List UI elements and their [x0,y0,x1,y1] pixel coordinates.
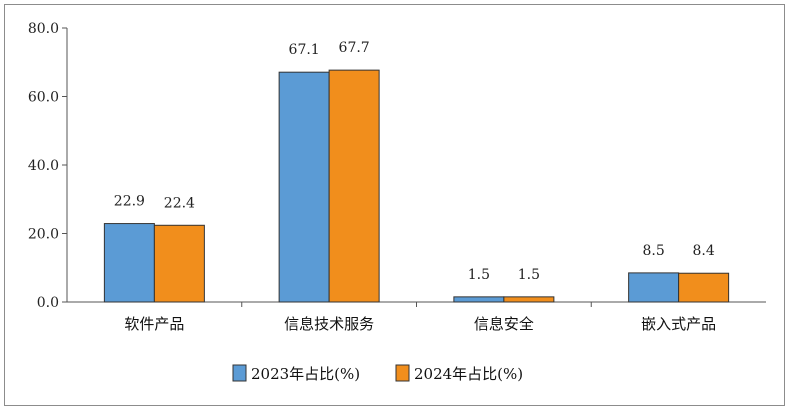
bar-series-1 [278,71,330,303]
y-tick-label: 20.0 [28,227,59,243]
bar-series-2 [678,272,730,303]
legend-swatch [232,364,247,382]
bar-data-label: 22.4 [164,195,195,211]
bar-data-label: 8.4 [692,243,714,259]
legend-swatch [395,364,410,382]
bar-data-label: 1.5 [518,267,540,283]
bar-series-2 [153,224,205,303]
bar-data-label: 67.1 [289,42,320,58]
y-tick-label: 60.0 [28,90,59,106]
chart-data-labels: 22.9 22.4 67.1 67.7 1.5 1.5 8.5 8.4 [114,40,715,283]
x-category-label: 信息安全 [474,315,534,333]
chart-frame [4,4,785,406]
bar-series-2 [503,296,555,303]
y-tick-label: 0.0 [37,295,59,311]
bar-series-1 [453,296,505,303]
bar-data-label: 1.5 [468,267,490,283]
bar-series-1 [628,272,680,303]
bar-series-2 [328,69,380,303]
chart-bars [103,69,730,303]
legend-label: 2023年占比(%) [251,365,360,383]
x-category-label: 嵌入式产品 [641,315,716,333]
bar-series-1 [103,223,155,303]
y-tick-label: 40.0 [28,158,59,174]
bar-data-label: 8.5 [642,243,664,259]
chart-legend: 2023年占比(%) 2024年占比(%) [232,364,523,383]
y-tick-label: 80.0 [28,21,59,37]
legend-label: 2024年占比(%) [414,365,523,383]
bar-data-label: 22.9 [114,194,145,210]
bar-data-label: 67.7 [339,40,370,56]
x-category-label: 软件产品 [124,315,184,333]
x-category-label: 信息技术服务 [284,315,374,333]
